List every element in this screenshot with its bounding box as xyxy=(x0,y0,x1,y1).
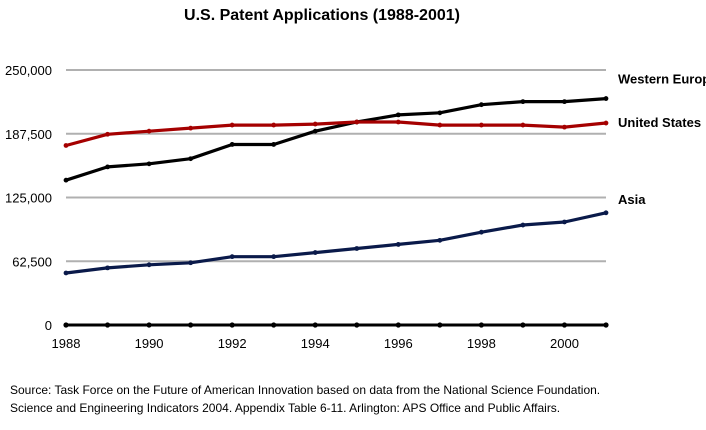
data-point xyxy=(188,125,194,131)
data-point xyxy=(271,254,277,260)
data-point xyxy=(105,131,110,137)
x-tick-label: 1992 xyxy=(218,336,247,351)
data-point xyxy=(63,270,69,276)
gridlines xyxy=(63,69,609,328)
x-tick-label: 1990 xyxy=(135,336,164,351)
data-point xyxy=(229,142,235,147)
data-point xyxy=(437,122,443,128)
data-point xyxy=(63,143,69,148)
data-point xyxy=(603,96,609,101)
data-point xyxy=(395,242,401,247)
patent-applications-chart: U.S. Patent Applications (1988-2001) 0 62… xyxy=(5,7,706,351)
data-point xyxy=(188,156,194,162)
data-point xyxy=(105,164,110,170)
source-line-2: Science and Engineering Indicators 2004.… xyxy=(10,401,561,415)
data-point xyxy=(520,222,526,228)
data-point xyxy=(562,124,567,130)
axis-marker xyxy=(271,322,277,328)
data-point xyxy=(271,142,277,147)
x-tick-label: 1994 xyxy=(301,336,330,351)
data-point xyxy=(312,250,318,255)
data-point xyxy=(437,110,443,116)
data-point xyxy=(603,120,609,126)
series-line xyxy=(64,96,608,182)
data-point xyxy=(312,121,318,127)
axis-marker xyxy=(520,322,526,328)
y-tick-label: 187,500 xyxy=(5,127,52,142)
data-point xyxy=(520,99,526,105)
data-point xyxy=(63,177,69,183)
x-tick-label: 2000 xyxy=(550,336,579,351)
data-point xyxy=(354,246,360,251)
axis-marker xyxy=(437,322,443,328)
data-point xyxy=(478,122,484,128)
y-tick-label: 250,000 xyxy=(5,63,52,78)
series-label: Asia xyxy=(618,192,646,207)
axis-marker xyxy=(603,322,609,328)
axis-marker xyxy=(104,322,111,328)
source-line-1: Source: Task Force on the Future of Amer… xyxy=(10,383,601,397)
series-label: United States xyxy=(618,115,701,130)
y-axis-tick-labels: 0 62,500 125,000 187,500 250,000 xyxy=(5,63,52,333)
source-note: Source: Task Force on the Future of Amer… xyxy=(10,381,700,417)
x-tick-label: 1988 xyxy=(52,336,81,351)
series-lines xyxy=(63,96,609,276)
data-point xyxy=(354,119,360,125)
x-tick-label: 1996 xyxy=(384,336,413,351)
data-point xyxy=(395,119,401,125)
series-labels: Western Europe United States Asia xyxy=(618,72,706,207)
chart-title: U.S. Patent Applications (1988-2001) xyxy=(184,7,460,24)
y-tick-label: 125,000 xyxy=(5,191,52,206)
data-point xyxy=(478,102,484,108)
axis-marker xyxy=(395,322,401,328)
axis-marker xyxy=(63,322,69,328)
axis-marker xyxy=(312,322,318,328)
y-tick-label: 0 xyxy=(45,318,52,333)
x-axis-tick-labels: 1988 1990 1992 1994 1996 1998 2000 xyxy=(52,336,579,351)
axis-marker xyxy=(561,322,568,328)
y-tick-label: 62,500 xyxy=(12,254,52,269)
axis-marker xyxy=(354,322,360,328)
data-point xyxy=(520,122,526,128)
axis-marker xyxy=(146,322,152,328)
data-point xyxy=(562,99,567,105)
data-point xyxy=(146,262,152,268)
data-point xyxy=(271,122,277,128)
data-point xyxy=(603,210,609,216)
data-point xyxy=(229,254,235,260)
data-point xyxy=(562,219,567,225)
data-point xyxy=(146,161,152,167)
data-point xyxy=(478,229,484,235)
data-point xyxy=(437,237,443,243)
series-line xyxy=(64,211,608,275)
data-point xyxy=(105,265,110,271)
series-label: Western Europe xyxy=(618,72,706,87)
series-line xyxy=(64,120,608,148)
data-point xyxy=(395,112,401,118)
axis-marker xyxy=(478,322,484,328)
axis-marker xyxy=(229,322,235,328)
data-point xyxy=(229,122,235,128)
data-point xyxy=(312,128,318,134)
data-point xyxy=(188,260,194,266)
data-point xyxy=(146,128,152,134)
axis-marker xyxy=(188,322,194,328)
x-tick-label: 1998 xyxy=(467,336,496,351)
